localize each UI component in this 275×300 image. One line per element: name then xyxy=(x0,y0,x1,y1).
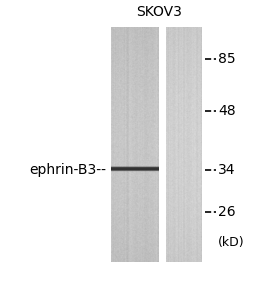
Text: 26: 26 xyxy=(218,205,236,219)
Text: SKOV3: SKOV3 xyxy=(136,5,182,19)
Text: ephrin-B3--: ephrin-B3-- xyxy=(29,163,106,177)
Text: (kD): (kD) xyxy=(218,236,245,249)
Text: 34: 34 xyxy=(218,163,236,177)
Text: 48: 48 xyxy=(218,104,236,118)
Text: 85: 85 xyxy=(218,52,236,67)
